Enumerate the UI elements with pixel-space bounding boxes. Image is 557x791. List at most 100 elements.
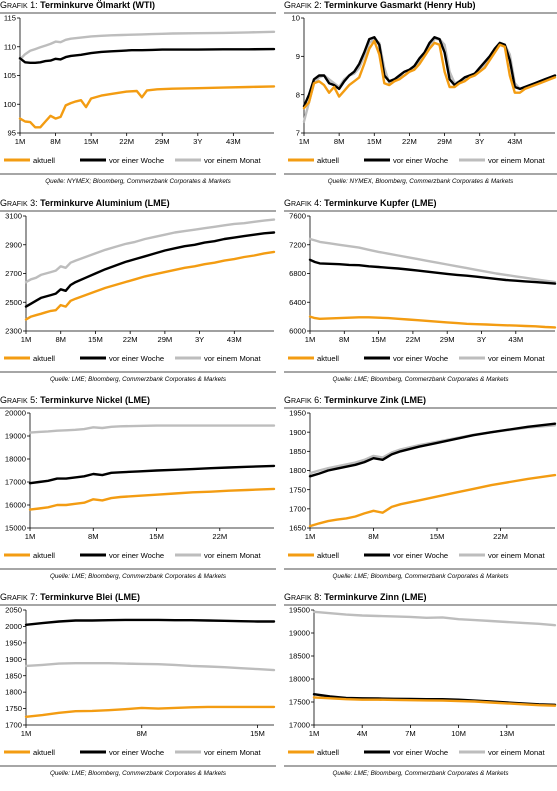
x-tick-label: 3Y xyxy=(477,335,486,344)
x-tick-label: 15M xyxy=(149,532,164,541)
chart-title-text: Terminkurve Zinn (LME) xyxy=(324,592,427,602)
chart-title-text: Terminkurve Kupfer (LME) xyxy=(324,198,437,208)
series-line-aktuell xyxy=(302,39,557,110)
chart-prefix: GRAFIK 7: xyxy=(0,592,41,602)
top-divider xyxy=(284,604,557,606)
x-tick-label: 8M xyxy=(88,532,99,541)
x-tick-label: 15M xyxy=(371,335,386,344)
y-tick-label: 1800 xyxy=(5,688,22,697)
x-tick-label: 10M xyxy=(451,729,466,738)
legend-label-aktuell: aktuell xyxy=(317,748,339,757)
source-note: Quelle: NYMEX, Bloomberg, Commerzbank Co… xyxy=(327,178,514,185)
source-note: Quelle: NYMEX; Bloomberg, Commerzbank Co… xyxy=(45,178,231,185)
legend-label-aktuell: aktuell xyxy=(317,354,339,363)
line-chart: 2300 2500 2700 2900 3100 1M 8M 15M 22M 29M 3Y 43M ak… xyxy=(4,212,276,363)
line-chart: 15000 16000 17000 18000 19000 20000 1M 8M 15M 22M… xyxy=(4,409,276,560)
series-line-woche xyxy=(308,422,557,478)
series-line-woche xyxy=(28,464,276,485)
y-tick-label: 95 xyxy=(8,129,16,138)
chart-title-text: Terminkurve Blei (LME) xyxy=(40,592,141,602)
chart-panel-6: GRAFIK 6: Terminkurve Zink (LME) 1650 1700… xyxy=(284,395,557,592)
legend-label-monat: vor einem Monat xyxy=(488,156,545,165)
chart-panel-5: GRAFIK 5: Terminkurve Nickel (LME) 15000 1… xyxy=(0,395,276,592)
series-line-aktuell xyxy=(18,85,276,129)
x-tick-label: 3Y xyxy=(193,137,202,146)
x-tick-label: 22M xyxy=(123,335,138,344)
y-tick-label: 1700 xyxy=(289,504,306,513)
chart-prefix: GRAFIK 8: xyxy=(284,592,325,602)
line-chart: 1650 1700 1750 1800 1850 1900 1950 1M 8M 15M 22M ak… xyxy=(288,409,557,560)
line-chart: 17000 17500 18000 18500 19000 19500 1M 4M 7M 10M 1… xyxy=(288,606,557,757)
x-tick-label: 29M xyxy=(155,137,170,146)
chart-title-text: Terminkurve Ölmarkt (WTI) xyxy=(40,0,156,10)
legend-label-monat: vor einem Monat xyxy=(488,354,545,363)
source-note: Quelle: LME; Bloomberg, Commerzbank Corp… xyxy=(49,770,227,777)
top-divider xyxy=(0,407,276,409)
legend-label-aktuell: aktuell xyxy=(317,156,339,165)
bottom-divider xyxy=(284,173,557,175)
x-tick-label: 29M xyxy=(157,335,172,344)
y-tick-label: 1950 xyxy=(5,638,22,647)
legend-label-aktuell: aktuell xyxy=(33,551,55,560)
line-chart: 7 8 9 10 1M 8M 15M 22M 29M 3Y 43M aktuell vor einer … xyxy=(288,14,557,165)
x-tick-label: 8M xyxy=(334,137,345,146)
y-tick-label: 1850 xyxy=(289,447,306,456)
series-line-aktuell xyxy=(24,250,276,321)
x-tick-label: 43M xyxy=(226,137,241,146)
x-tick-label: 1M xyxy=(309,729,320,738)
series-line-aktuell xyxy=(308,315,557,329)
x-tick-label: 1M xyxy=(21,335,32,344)
x-tick-label: 15M xyxy=(250,729,265,738)
top-divider xyxy=(284,210,557,212)
y-tick-label: 7600 xyxy=(289,212,306,221)
y-tick-label: 2500 xyxy=(5,298,22,307)
x-tick-label: 8M xyxy=(136,729,147,738)
chart-panel-1: GRAFIK 1: Terminkurve Ölmarkt (WTI) 95 100… xyxy=(0,0,276,197)
top-divider xyxy=(284,407,557,409)
y-tick-label: 1750 xyxy=(289,485,306,494)
x-tick-label: 43M xyxy=(507,137,522,146)
y-tick-label: 2000 xyxy=(5,622,22,631)
legend-label-woche: vor einer Woche xyxy=(109,156,164,165)
x-tick-label: 15M xyxy=(430,532,445,541)
x-tick-label: 15M xyxy=(84,137,99,146)
series-line-woche xyxy=(18,47,276,64)
legend-label-monat: vor einem Monat xyxy=(204,748,261,757)
x-tick-label: 22M xyxy=(119,137,134,146)
chart-panel-4: GRAFIK 4: Terminkurve Kupfer (LME) 6000 64… xyxy=(284,198,557,395)
x-tick-label: 15M xyxy=(367,137,382,146)
y-tick-label: 17000 xyxy=(5,478,26,487)
x-tick-label: 1M xyxy=(305,532,316,541)
x-tick-label: 1M xyxy=(299,137,310,146)
legend-label-woche: vor einer Woche xyxy=(109,748,164,757)
y-tick-label: 1950 xyxy=(289,409,306,418)
chart-panel-2: GRAFIK 2: Terminkurve Gasmarkt (Henry Hu… xyxy=(284,0,557,197)
y-tick-label: 6800 xyxy=(289,269,306,278)
top-divider xyxy=(0,210,276,212)
series-line-monat xyxy=(24,218,276,284)
legend-label-aktuell: aktuell xyxy=(33,354,55,363)
line-chart: 1700 1750 1800 1850 1900 1950 2000 2050 1M 8M 15M a… xyxy=(4,606,276,757)
legend-label-monat: vor einem Monat xyxy=(488,551,545,560)
y-tick-label: 1850 xyxy=(5,671,22,680)
y-tick-label: 18000 xyxy=(289,675,310,684)
x-tick-label: 43M xyxy=(508,335,523,344)
series-line-woche xyxy=(24,231,276,308)
bottom-divider xyxy=(0,765,276,767)
series-line-woche xyxy=(24,618,276,626)
y-tick-label: 7 xyxy=(296,129,300,138)
x-tick-label: 4M xyxy=(357,729,368,738)
y-tick-label: 1900 xyxy=(5,655,22,664)
y-tick-label: 19500 xyxy=(289,606,310,615)
chart-title-text: Terminkurve Gasmarkt (Henry Hub) xyxy=(324,0,476,10)
y-tick-label: 110 xyxy=(4,42,16,51)
y-tick-label: 2700 xyxy=(5,269,22,278)
x-tick-label: 22M xyxy=(212,532,227,541)
series-line-monat xyxy=(312,610,557,627)
x-tick-label: 1M xyxy=(21,729,32,738)
chart-title: GRAFIK 1: Terminkurve Ölmarkt (WTI) xyxy=(0,0,155,10)
y-tick-label: 17000 xyxy=(289,721,310,730)
chart-panel-7: GRAFIK 7: Terminkurve Blei (LME) 1700 1750… xyxy=(0,592,276,789)
y-tick-label: 9 xyxy=(296,52,300,61)
legend-label-woche: vor einer Woche xyxy=(393,156,448,165)
